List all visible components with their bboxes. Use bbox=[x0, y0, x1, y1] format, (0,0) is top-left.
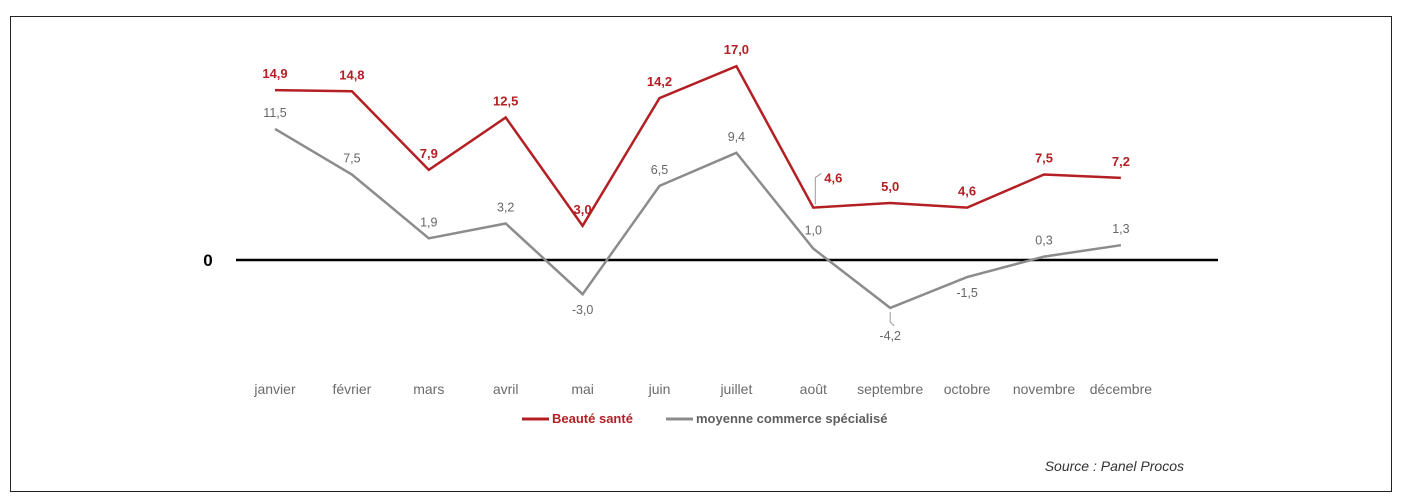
data-label-beaute-sante: 3,0 bbox=[574, 202, 592, 217]
data-label-beaute-sante: 14,8 bbox=[339, 67, 364, 82]
x-tick-label: décembre bbox=[1090, 381, 1152, 397]
zero-axis-label: 0 bbox=[203, 251, 212, 270]
data-label-moyenne: 6,5 bbox=[651, 163, 668, 177]
x-tick-label: avril bbox=[493, 381, 519, 397]
data-label-moyenne: 0,3 bbox=[1035, 234, 1052, 248]
data-label-moyenne: -4,2 bbox=[879, 329, 901, 343]
data-label-beaute-sante: 17,0 bbox=[724, 42, 749, 57]
source-note: Source : Panel Procos bbox=[1045, 458, 1184, 474]
legend: Beauté santé moyenne commerce spécialisé bbox=[522, 411, 888, 426]
series-line-moyenne bbox=[274, 127, 1122, 310]
data-label-beaute-sante: 4,6 bbox=[824, 171, 842, 186]
x-tick-label: septembre bbox=[857, 381, 923, 397]
x-tick-label: août bbox=[800, 381, 827, 397]
data-label-moyenne: 1,9 bbox=[420, 215, 437, 229]
data-label-beaute-sante: 14,2 bbox=[647, 74, 672, 89]
data-label-moyenne: 3,2 bbox=[497, 201, 514, 215]
data-label-moyenne: -3,0 bbox=[572, 303, 594, 317]
data-label-beaute-sante: 7,2 bbox=[1112, 154, 1130, 169]
x-tick-label: octobre bbox=[944, 381, 991, 397]
data-label-beaute-sante: 7,5 bbox=[1035, 151, 1053, 166]
x-tick-label: juillet bbox=[719, 381, 752, 397]
leader-line bbox=[889, 311, 895, 327]
data-label-beaute-sante: 5,0 bbox=[881, 179, 899, 194]
chart-frame bbox=[10, 16, 1392, 492]
x-tick-label: mai bbox=[571, 381, 594, 397]
data-label-moyenne: 11,5 bbox=[263, 106, 286, 120]
series-line-beaute-sante bbox=[274, 64, 1121, 229]
data-label-beaute-sante: 4,6 bbox=[958, 184, 976, 199]
x-tick-label: janvier bbox=[253, 381, 296, 397]
legend-label-beaute-sante: Beauté santé bbox=[552, 411, 633, 426]
x-tick-label: juin bbox=[648, 381, 671, 397]
data-label-moyenne: 7,5 bbox=[343, 152, 360, 166]
x-tick-label: novembre bbox=[1013, 381, 1075, 397]
data-label-moyenne: 1,3 bbox=[1112, 222, 1129, 236]
x-tick-label: février bbox=[332, 381, 371, 397]
data-label-moyenne: 1,0 bbox=[805, 224, 822, 238]
data-label-beaute-sante: 14,9 bbox=[262, 66, 287, 81]
data-label-moyenne: -1,5 bbox=[956, 286, 978, 300]
leader-line bbox=[814, 173, 822, 205]
legend-label-moyenne: moyenne commerce spécialisé bbox=[696, 411, 888, 426]
x-tick-label: mars bbox=[413, 381, 444, 397]
data-label-beaute-sante: 7,9 bbox=[420, 146, 438, 161]
data-label-beaute-sante: 12,5 bbox=[493, 94, 518, 109]
data-label-moyenne: 9,4 bbox=[728, 130, 745, 144]
